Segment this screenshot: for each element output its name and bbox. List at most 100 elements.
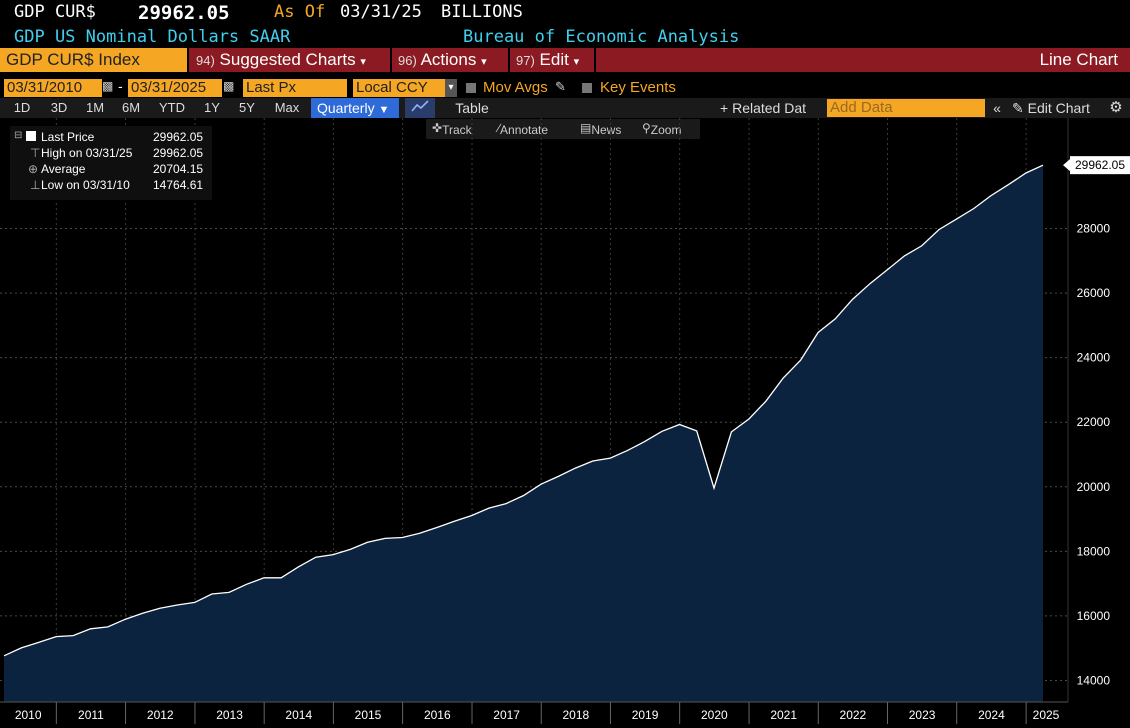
edit-label: Edit (539, 50, 569, 69)
news-tool[interactable]: ▤ News (580, 121, 622, 137)
line-chart-icon[interactable] (405, 98, 435, 118)
mov-avgs-checkbox[interactable] (466, 83, 476, 93)
dropdown-arrow-icon: ▾ (481, 56, 487, 68)
field-select[interactable]: Last Px (243, 79, 347, 97)
edit-number: 97) (516, 53, 535, 68)
legend-average-label: Average (41, 162, 86, 176)
ticker-label: GDP CUR$ (14, 2, 96, 22)
as-of-label: As Of (274, 2, 326, 22)
units-label: BILLIONS (441, 2, 523, 22)
period-3d[interactable]: 3D (50, 100, 68, 115)
dropdown-arrow-icon: ▾ (573, 56, 580, 68)
frequency-select[interactable]: Quarterly ▼ (311, 98, 399, 118)
plus-icon: + (720, 100, 729, 116)
series-swatch (26, 131, 36, 141)
header-row: GDP CUR$ 29962.05 As Of 03/31/25 BILLION… (0, 0, 1130, 24)
collapse-icon[interactable]: « (993, 100, 1001, 116)
x-tick-label: 2019 (632, 708, 659, 722)
legend-last-price-value: 29962.05 (153, 130, 204, 144)
suggested-charts-menu[interactable]: 94) Suggested Charts ▾ (196, 48, 366, 72)
legend-average-value: 20704.15 (153, 162, 204, 176)
legend-high-value: 29962.05 (153, 146, 204, 160)
x-tick-label: 2010 (15, 708, 42, 722)
legend-high-label: High on 03/31/25 (41, 146, 133, 160)
period-1d[interactable]: 1D (13, 100, 31, 115)
calendar-icon[interactable]: ▩ (102, 79, 114, 93)
chart-legend: ⊟ Last Price 29962.05 ⊤ High on 03/31/25… (10, 126, 212, 200)
edit-chart-label: Edit Chart (1027, 100, 1090, 116)
track-tool[interactable]: ✜ Track (432, 121, 472, 137)
related-data-button[interactable]: + Related Dat (720, 98, 818, 118)
period-1y[interactable]: 1Y (204, 100, 220, 115)
low-marker-icon: ⊥ (30, 178, 41, 192)
y-tick-label: 20000 (1077, 480, 1111, 494)
currency-select[interactable]: Local CCY (353, 79, 445, 97)
edit-chart-button[interactable]: ✎ Edit Chart (1012, 98, 1102, 118)
suggested-charts-number: 94) (196, 53, 215, 68)
security-description: GDP US Nominal Dollars SAAR (14, 27, 291, 47)
dropdown-arrow-icon: ▾ (360, 56, 366, 68)
add-data-input[interactable]: Add Data (827, 99, 985, 117)
zoom-label: Zoom (650, 123, 682, 137)
x-tick-label: 2021 (770, 708, 797, 722)
end-date-input[interactable]: 03/31/2025 (128, 79, 222, 97)
period-ytd[interactable]: YTD (159, 100, 185, 115)
x-tick-label: 2017 (493, 708, 520, 722)
y-tick-label: 28000 (1077, 222, 1111, 236)
suggested-charts-label: Suggested Charts (219, 50, 356, 69)
x-tick-label: 2018 (562, 708, 589, 722)
date-controls: 03/31/2010 ▩ - 03/31/2025 ▩ Last Px Loca… (0, 74, 1130, 97)
last-value: 29962.05 (138, 2, 230, 24)
mov-avgs-label: Mov Avgs (483, 79, 548, 96)
zoom-tool[interactable]: ⚲ Zoom (642, 121, 682, 137)
actions-label: Actions (420, 50, 477, 69)
track-label: Track (442, 123, 472, 137)
security-field[interactable]: GDP CUR$ Index (0, 48, 187, 72)
x-tick-label: 2013 (216, 708, 243, 722)
last-value-label: 29962.05 (1075, 158, 1125, 172)
x-tick-label: 2012 (147, 708, 174, 722)
function-toolbar: GDP CUR$ Index 94) Suggested Charts ▾ 96… (0, 48, 1130, 72)
chevron-down-icon[interactable]: ▾ (445, 79, 457, 97)
y-tick-label: 18000 (1077, 544, 1111, 558)
series-line (3, 164, 1044, 657)
actions-number: 96) (398, 53, 417, 68)
x-tick-label: 2023 (909, 708, 936, 722)
series-area (4, 165, 1043, 702)
calendar-icon[interactable]: ▩ (223, 79, 235, 93)
table-button[interactable]: Table (455, 100, 489, 116)
x-tick-label: 2011 (78, 708, 104, 722)
y-tick-label: 16000 (1077, 609, 1111, 623)
start-date-input[interactable]: 03/31/2010 (4, 79, 102, 97)
average-marker-icon: ⊕ (28, 162, 39, 176)
y-tick-label: 14000 (1077, 674, 1111, 688)
annotate-tool[interactable]: ∕ Annotate (498, 121, 549, 137)
x-tick-label: 2024 (978, 708, 1005, 722)
period-max[interactable]: Max (274, 100, 300, 115)
chart-type-label[interactable]: Line Chart (1039, 50, 1118, 69)
gdp-line-chart[interactable]: 14000 16000 18000 20000 22000 24000 26000 28000… (0, 118, 1130, 728)
pencil-icon[interactable]: ✎ (555, 79, 566, 94)
legend-low-label: Low on 03/31/10 (41, 178, 130, 192)
edit-menu[interactable]: 97) Edit ▾ (516, 48, 579, 72)
collapse-legend-icon[interactable]: ⊟ (14, 130, 23, 141)
period-5y[interactable]: 5Y (239, 100, 255, 115)
as-of-date: 03/31/25 (340, 2, 422, 22)
period-1m[interactable]: 1M (85, 100, 105, 115)
pencil-icon: ✎ (1012, 100, 1024, 116)
x-tick-label: 2020 (701, 708, 728, 722)
x-tick-label: 2025 (1033, 708, 1060, 722)
news-label: News (591, 123, 622, 137)
x-tick-label: 2016 (424, 708, 451, 722)
data-source: Bureau of Economic Analysis (463, 27, 740, 47)
last-value-pointer (1063, 159, 1070, 172)
key-events-checkbox[interactable] (582, 83, 592, 93)
period-6m[interactable]: 6M (121, 100, 141, 115)
actions-menu[interactable]: 96) Actions ▾ (398, 48, 487, 72)
frequency-label: Quarterly (317, 100, 375, 116)
legend-last-price-label: Last Price (41, 130, 95, 144)
related-data-label: Related Dat (732, 100, 807, 116)
gear-icon[interactable]: ⚙ (1109, 99, 1123, 116)
period-toolbar: 1D 3D 1M 6M YTD 1Y 5Y Max Quarterly ▼ Ta… (0, 98, 1130, 118)
legend-low-value: 14764.61 (153, 178, 204, 192)
